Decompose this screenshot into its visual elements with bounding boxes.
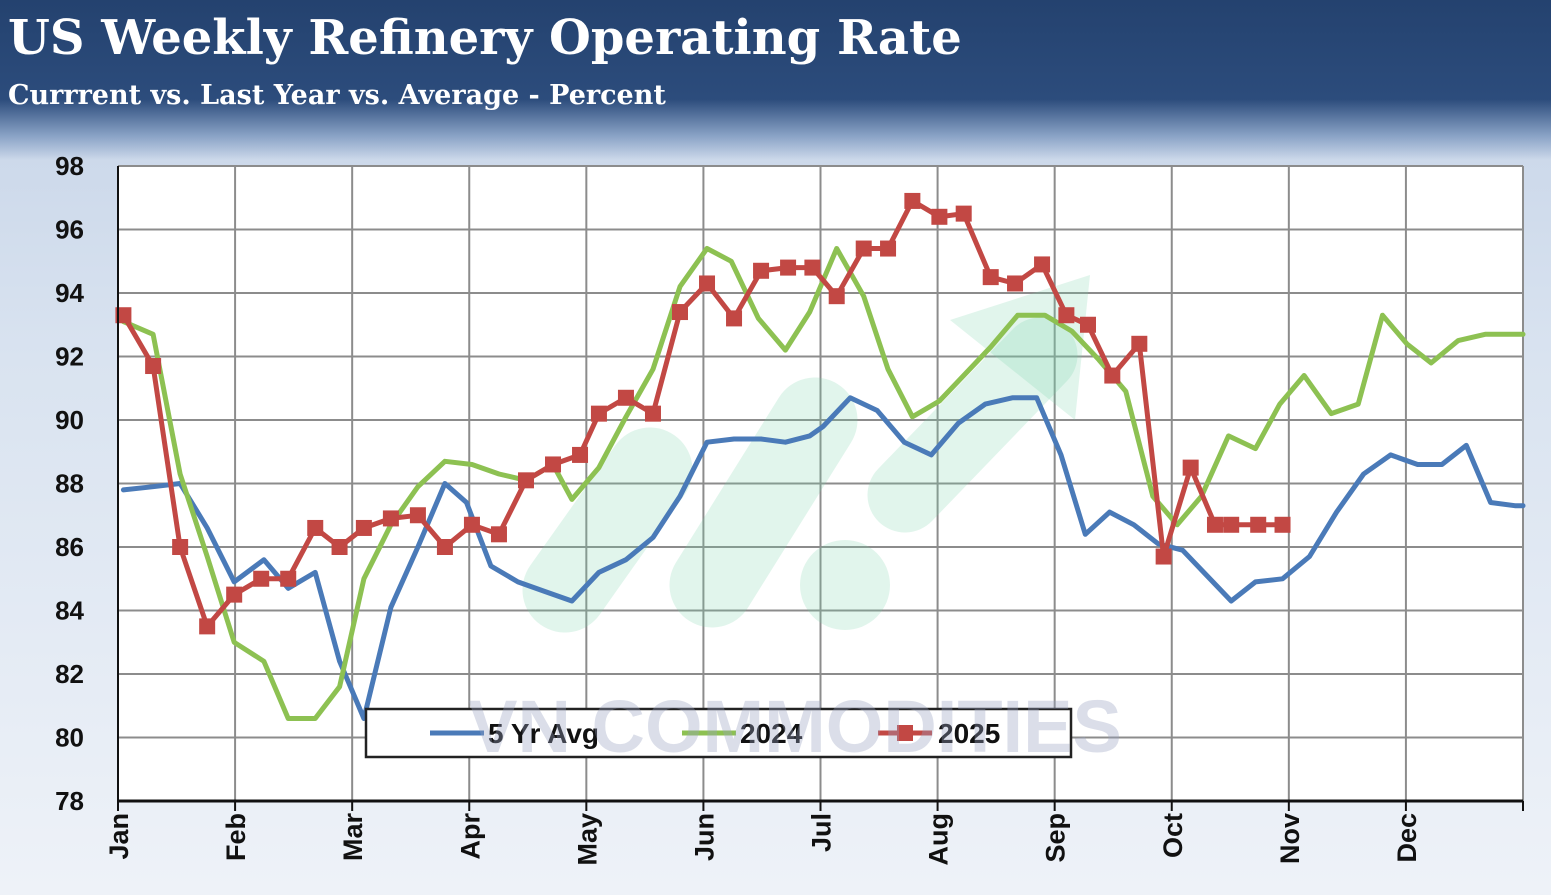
header-banner: US Weekly Refinery Operating Rate Currre…: [0, 0, 1551, 160]
y-tick-label: 90: [55, 405, 84, 435]
watermark-arrowhead: [950, 275, 1090, 420]
data-point-y2025: [726, 310, 743, 327]
data-point-y2025: [880, 240, 897, 257]
watermark-stroke: [669, 377, 858, 628]
x-tick-label: Jan: [104, 813, 134, 860]
x-tick-label: Aug: [924, 813, 954, 865]
x-tick-label: Mar: [338, 813, 368, 862]
y-tick-label: 88: [55, 469, 84, 499]
data-point-y2025: [753, 262, 770, 279]
data-point-y2025: [1223, 516, 1240, 533]
x-tick-label: Jun: [689, 813, 719, 861]
series-line-avg: [120, 395, 1526, 721]
chart-title: US Weekly Refinery Operating Rate: [8, 10, 962, 66]
data-point-y2025: [331, 539, 348, 555]
y-tick-label: 82: [55, 659, 84, 689]
data-point-y2025: [382, 510, 399, 527]
data-point-y2025: [855, 240, 872, 257]
series-y2024: [120, 246, 1526, 721]
x-tick-label: Oct: [1158, 813, 1188, 858]
x-tick-label: Feb: [221, 813, 251, 861]
watermark-dot: [800, 540, 890, 630]
data-point-y2025: [1034, 256, 1051, 273]
watermark-stroke: [867, 317, 1078, 533]
data-point-y2025: [1155, 548, 1172, 565]
data-point-y2025: [955, 205, 972, 222]
x-tick-label: Jul: [807, 813, 837, 852]
y-tick-label: 86: [55, 532, 84, 562]
data-point-y2025: [1131, 335, 1148, 352]
data-point-y2025: [463, 516, 480, 533]
data-point-y2025: [590, 405, 607, 422]
watermark-text: VN COMMODITIES: [468, 685, 1122, 768]
series-line-y2024: [120, 246, 1526, 721]
legend-marker-y2025: [897, 725, 913, 741]
y-tick-label: 80: [55, 723, 84, 753]
data-point-y2025: [545, 456, 562, 473]
x-tick-label: Sep: [1041, 813, 1071, 863]
data-point-y2025: [1104, 367, 1121, 384]
data-point-y2025: [780, 259, 797, 276]
series-line-y2025: [120, 198, 1285, 629]
legend-label-avg: 5 Yr Avg: [488, 718, 599, 749]
data-point-y2025: [355, 519, 372, 536]
y-tick-label: 98: [55, 151, 84, 181]
data-point-y2025: [672, 304, 688, 321]
data-point-y2025: [1250, 516, 1267, 533]
y-tick-label: 84: [55, 596, 84, 626]
data-point-y2025: [226, 586, 243, 603]
data-point-y2025: [931, 208, 948, 225]
data-point-y2025: [1007, 275, 1024, 292]
series-group: [115, 192, 1526, 721]
legend-label-y2024: 2024: [740, 718, 803, 749]
y-tick-label: 92: [55, 342, 84, 372]
data-point-y2025: [1182, 459, 1199, 476]
data-point-y2025: [1079, 316, 1096, 333]
x-tick-label: May: [572, 813, 602, 866]
x-tick-label: Apr: [455, 813, 485, 860]
data-point-y2025: [828, 288, 845, 305]
data-point-y2025: [617, 389, 634, 406]
chart-subtitle: Currrent vs. Last Year vs. Average - Per…: [8, 80, 666, 111]
data-point-y2025: [644, 405, 661, 422]
y-tick-label: 96: [55, 215, 84, 245]
data-point-y2025: [172, 539, 189, 555]
data-point-y2025: [904, 192, 921, 209]
data-point-y2025: [253, 570, 270, 587]
x-tick-label: Nov: [1275, 813, 1305, 864]
data-point-y2025: [409, 507, 426, 524]
data-point-y2025: [490, 526, 507, 543]
data-point-y2025: [307, 519, 324, 536]
y-tick-label: 78: [55, 786, 84, 816]
x-tick-label: Dec: [1392, 813, 1422, 863]
data-point-y2025: [115, 307, 132, 324]
data-point-y2025: [1206, 516, 1223, 533]
data-point-y2025: [982, 269, 999, 286]
data-point-y2025: [199, 618, 216, 635]
data-point-y2025: [436, 539, 453, 555]
series-avg: [120, 395, 1526, 721]
series-y2025: [115, 192, 1291, 635]
data-point-y2025: [804, 259, 821, 276]
watermark-stroke: [522, 427, 693, 633]
data-point-y2025: [699, 275, 716, 292]
data-point-y2025: [280, 570, 297, 587]
data-point-y2025: [1058, 307, 1075, 324]
watermark-logo: [522, 275, 1090, 633]
axes: 78 80 82 84 86 88 90 92 94 96 98 Jan Feb Mar Apr May Jun…: [55, 151, 1524, 866]
data-point-y2025: [517, 472, 534, 489]
data-point-y2025: [145, 358, 162, 375]
data-point-y2025: [572, 446, 589, 463]
data-point-y2025: [1274, 516, 1291, 533]
y-tick-label: 94: [55, 278, 84, 308]
legend-label-y2025: 2025: [938, 718, 1000, 749]
